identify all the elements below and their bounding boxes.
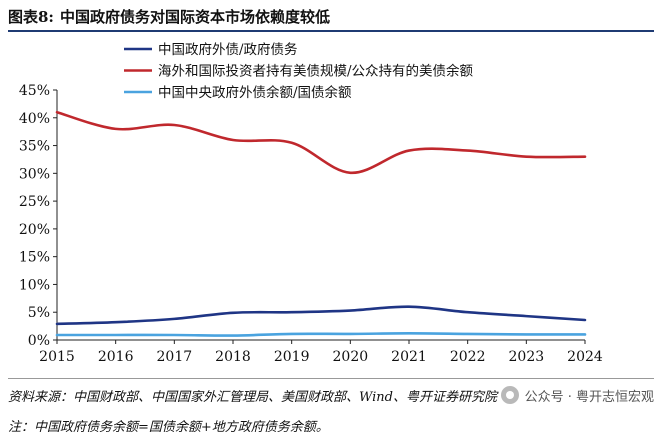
y-tick-label: 45% xyxy=(19,83,50,99)
watermark-text: 公众号 · 粤开志恒宏观 xyxy=(524,389,654,405)
series-central-govt-external-debt-ratio xyxy=(55,332,587,337)
y-tick-label: 40% xyxy=(19,111,50,127)
x-tick-label: 2016 xyxy=(98,349,134,365)
figure-label: 图表8: xyxy=(8,7,54,26)
legend-label: 海外和国际投资者持有美债规模/公众持有的美债余额 xyxy=(158,63,474,80)
series-foreign-held-us-treasuries-ratio xyxy=(55,110,587,175)
x-tick-label: 2020 xyxy=(333,349,369,365)
wechat-icon xyxy=(500,386,519,404)
x-tick-label: 2023 xyxy=(509,349,545,365)
line-chart: 中国政府外债/政府债务海外和国际投资者持有美债规模/公众持有的美债余额中国中央政… xyxy=(19,42,603,365)
formula-note: 注：中国政府债务余额=国债余额+地方政府债务余额。 xyxy=(8,419,329,435)
y-tick-label: 35% xyxy=(19,139,50,155)
x-tick-label: 2017 xyxy=(157,349,193,365)
watermark: 公众号 · 粤开志恒宏观 xyxy=(500,386,654,405)
source-note: 资料来源：中国财政部、中国国家外汇管理局、美国财政部、Wind、粤开证券研究院 xyxy=(8,389,497,405)
y-tick-label: 0% xyxy=(28,333,50,349)
y-tick-label: 25% xyxy=(19,194,50,210)
x-tick-label: 2024 xyxy=(567,349,603,365)
x-tick-label: 2018 xyxy=(215,349,251,365)
figure-title-bar: 图表8: 中国政府债务对国际资本市场依赖度较低 xyxy=(8,2,654,32)
figure-notes: 资料来源：中国财政部、中国国家外汇管理局、美国财政部、Wind、粤开证券研究院 … xyxy=(8,378,654,439)
series-govt-external-debt-ratio xyxy=(55,305,587,326)
y-tick-label: 20% xyxy=(19,222,50,238)
x-tick-label: 2019 xyxy=(274,349,310,365)
chart-legend: 中国政府外债/政府债务海外和国际投资者持有美债规模/公众持有的美债余额中国中央政… xyxy=(124,42,474,101)
x-axis: 2015 2016 2017 2018 2019 2020 2021 2022 2023 2024 xyxy=(39,339,603,365)
x-tick-label: 2021 xyxy=(391,349,427,365)
y-axis: 0% 5% 10% 15% 20% 25% 30% 35% 40% 45% xyxy=(19,83,58,349)
figure-title: 中国政府债务对国际资本市场依赖度较低 xyxy=(59,7,330,26)
legend-label: 中国政府外债/政府债务 xyxy=(158,42,298,58)
y-tick-label: 15% xyxy=(19,250,50,266)
y-tick-label: 30% xyxy=(19,166,50,182)
x-tick-label: 2015 xyxy=(39,349,75,365)
chart-series xyxy=(55,110,587,337)
y-tick-label: 5% xyxy=(28,305,50,321)
x-tick-label: 2022 xyxy=(450,349,486,365)
legend-label: 中国中央政府外债余额/国债余额 xyxy=(158,84,352,101)
y-tick-label: 10% xyxy=(19,277,50,293)
